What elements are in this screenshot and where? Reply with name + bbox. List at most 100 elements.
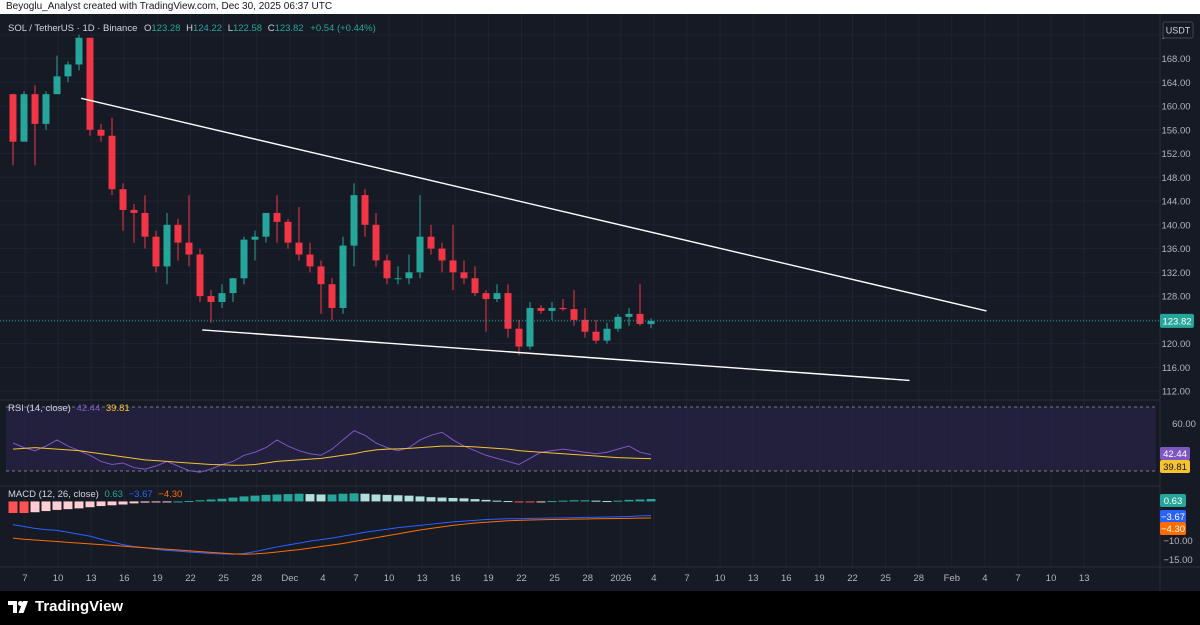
grid-lines — [0, 14, 1160, 567]
candle-body — [163, 224, 171, 267]
macd-legend: MACD (12, 26, close) 0.63 −3.67 −4.30 — [8, 489, 182, 500]
candle-body — [383, 260, 391, 279]
macd-hist-bar — [151, 501, 161, 503]
macd-hist-bar — [602, 501, 612, 503]
macd-hist-bar — [96, 501, 106, 507]
candle-body — [9, 94, 17, 142]
time-tick-label: 4 — [982, 573, 987, 584]
price-tick-label: 132.00 — [1161, 268, 1190, 279]
time-tick-label: 19 — [483, 573, 494, 584]
candle-body — [493, 293, 501, 300]
macd-line — [12, 515, 652, 555]
price-tick-label: 164.00 — [1161, 78, 1190, 89]
candle-body — [141, 212, 149, 237]
macd-hist-bar — [426, 497, 436, 502]
chart-svg[interactable]: 172.00168.00164.00160.00156.00152.00148.… — [0, 14, 1200, 591]
macd-hist-bar — [206, 499, 216, 502]
rsi-ma-line — [12, 445, 652, 466]
price-tick-label: 140.00 — [1161, 220, 1190, 231]
candle-body — [482, 293, 490, 300]
footer: TradingView — [0, 591, 1200, 625]
time-tick-label: 10 — [715, 573, 726, 584]
macd-hist-bar — [250, 495, 260, 502]
signal-line — [12, 517, 652, 555]
macd-hist-bar — [591, 500, 601, 502]
macd-hist-bar — [492, 500, 502, 502]
macd-hist-bar — [382, 494, 392, 502]
candle-body — [427, 236, 435, 249]
time-tick-label: 13 — [417, 573, 428, 584]
candle-body — [405, 272, 413, 279]
time-tick-label: 7 — [1015, 573, 1020, 584]
candle-body — [592, 331, 600, 341]
macd-hist-bar — [41, 501, 51, 512]
time-tick-label: 28 — [582, 573, 593, 584]
chart-area[interactable]: 172.00168.00164.00160.00156.00152.00148.… — [0, 14, 1200, 591]
candle-body — [240, 239, 248, 279]
macd-hist-bar — [272, 494, 282, 502]
time-tick-label: 4 — [651, 573, 656, 584]
macd-hist-bar — [503, 501, 513, 503]
macd-hist-bar — [305, 494, 315, 502]
time-tick-label: 22 — [185, 573, 196, 584]
candle-body — [339, 245, 347, 308]
trendlines[interactable] — [81, 97, 987, 382]
macd-hist-bar — [140, 501, 150, 503]
macd-hist-bar — [217, 498, 227, 502]
macd-label: MACD (12, 26, close) — [8, 489, 99, 500]
macd-hist-bar — [558, 500, 568, 502]
macd-hist-bar — [8, 501, 18, 513]
time-tick-label: Dec — [281, 573, 298, 584]
price-tick-label: 112.00 — [1162, 387, 1190, 398]
candles[interactable] — [9, 34, 655, 356]
tradingview-logo[interactable]: TradingView — [8, 598, 123, 615]
candle-body — [625, 313, 633, 317]
candle-body — [196, 254, 204, 297]
time-tick-label: 16 — [119, 573, 130, 584]
candle-body — [174, 224, 182, 243]
rsi-value: 42.44 — [76, 403, 100, 414]
macd-hist-bar — [118, 501, 128, 505]
macd-hist-bar — [459, 498, 469, 502]
macd-hist-bar — [481, 499, 491, 502]
candle-body — [372, 224, 380, 261]
macd-hist-bar — [360, 493, 370, 502]
macd-hist-bar — [536, 501, 546, 503]
macd-hist-bar — [129, 501, 139, 504]
macd-hist-bar — [173, 501, 183, 503]
time-tick-label: 10 — [1046, 573, 1057, 584]
header-bar: Beyoglu_Analyst created with TradingView… — [0, 0, 1200, 14]
time-axis: 7 10 13 16 19 22 25 28 Dec 4 7 10 13 16 19 22 25 28 2026 4 7… — [22, 573, 1089, 584]
rsi-axis-60: 60.00 — [1172, 419, 1196, 430]
price-tick-label: 144.00 — [1161, 197, 1190, 208]
candle-body — [130, 209, 138, 213]
candle-body — [460, 272, 468, 279]
candle-body — [86, 37, 94, 130]
candle-body — [306, 254, 314, 267]
macd-hist-bar — [613, 500, 623, 502]
candle-body — [416, 236, 424, 273]
candle-body — [229, 278, 237, 294]
macd-hist-bar — [547, 501, 557, 503]
price-tick-label: 168.00 — [1161, 54, 1190, 65]
currency-badge[interactable]: USDT — [1162, 21, 1194, 39]
macd-badge-hist-text: 0.63 — [1164, 496, 1183, 507]
macd-hist-bar — [624, 499, 634, 502]
candle-body — [97, 129, 105, 136]
candle-body — [295, 242, 303, 255]
low-value: 122.58 — [233, 23, 262, 34]
macd-hist-bar — [448, 497, 458, 502]
rsi-band — [6, 407, 1156, 471]
tradingview-logo-icon — [8, 600, 28, 613]
price-tick-label: 136.00 — [1161, 244, 1190, 255]
rsi-line — [12, 430, 652, 473]
candle-body — [636, 313, 644, 324]
macd-hist-bar — [470, 499, 480, 502]
candle-body — [559, 307, 567, 310]
macd-badge-line: −3.67 — [1160, 510, 1186, 523]
time-tick-label: 13 — [1079, 573, 1090, 584]
macd-plot — [8, 493, 656, 555]
macd-hist-bar — [327, 494, 337, 502]
price-tick-label: 120.00 — [1161, 339, 1190, 350]
price-tick-label: 160.00 — [1161, 102, 1190, 113]
